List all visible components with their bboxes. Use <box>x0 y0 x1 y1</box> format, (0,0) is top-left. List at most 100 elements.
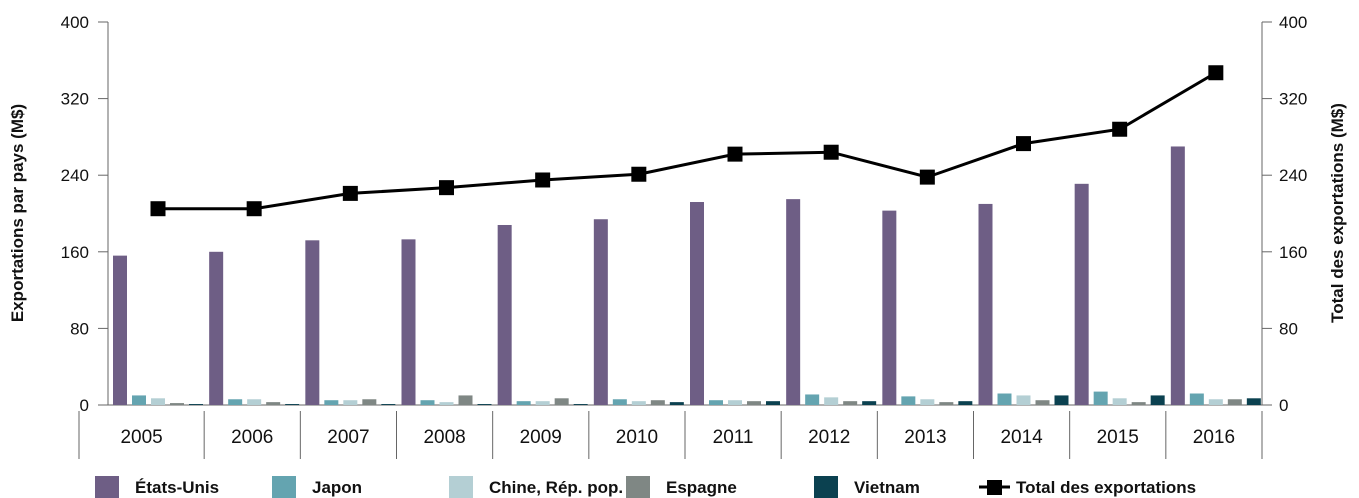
bar <box>151 398 165 405</box>
bar <box>1189 393 1204 405</box>
x-tick-label: 2006 <box>231 427 273 448</box>
bar <box>516 401 531 405</box>
x-tick-label: 2008 <box>423 427 465 448</box>
bar <box>1208 399 1223 405</box>
x-tick-label: 2005 <box>120 427 162 448</box>
total-line-layer <box>150 65 1224 217</box>
bar <box>285 404 300 405</box>
y-tick-label-right: 0 <box>1279 396 1288 415</box>
bar <box>343 400 358 405</box>
bar <box>1035 400 1050 405</box>
bar <box>535 401 550 405</box>
y-tick-label-left: 0 <box>80 396 89 415</box>
bar <box>1170 146 1185 405</box>
bar <box>1227 399 1242 405</box>
bar <box>362 399 377 405</box>
x-tick-label: 2013 <box>904 427 946 448</box>
bar <box>882 210 897 405</box>
bar <box>401 239 416 405</box>
x-tick-label: 2015 <box>1097 427 1139 448</box>
total-marker <box>439 180 454 196</box>
legend-label: Vietnam <box>854 478 920 497</box>
total-marker <box>1112 121 1128 137</box>
y-axis-title-right: Total des exportations (M$) <box>1328 103 1347 323</box>
total-marker <box>535 172 551 188</box>
bar <box>786 199 801 405</box>
bar <box>228 399 243 405</box>
y-tick-label-right: 160 <box>1279 243 1307 262</box>
legend-swatch <box>272 476 296 498</box>
bar <box>1246 398 1261 405</box>
bar <box>650 400 665 405</box>
y-tick-label-left: 240 <box>61 166 89 185</box>
bar <box>1131 402 1146 405</box>
total-marker <box>246 201 262 217</box>
bar <box>1074 183 1089 405</box>
bar <box>458 395 473 405</box>
bar <box>920 399 935 405</box>
y-tick-label-right: 400 <box>1279 13 1307 32</box>
total-marker <box>150 201 166 217</box>
bar <box>573 404 588 405</box>
x-tick-label: 2012 <box>808 427 850 448</box>
y-axis-title-left: Exportations par pays (M$) <box>8 104 27 322</box>
x-tick-label: 2011 <box>713 427 754 448</box>
bar <box>669 402 684 405</box>
bar <box>439 402 454 405</box>
y-tick-label-left: 160 <box>61 243 89 262</box>
x-tick-label: 2016 <box>1193 427 1235 448</box>
legend-label: Japon <box>312 478 362 497</box>
bar <box>978 203 993 405</box>
bar <box>209 251 224 405</box>
bar <box>901 396 916 405</box>
bar <box>247 399 262 405</box>
legend-swatch <box>814 476 838 498</box>
total-marker <box>342 185 358 201</box>
total-marker <box>919 169 935 185</box>
total-line <box>158 71 1217 211</box>
bar <box>1150 395 1165 405</box>
x-tick-label: 2010 <box>616 427 658 448</box>
y-tick-label-right: 80 <box>1279 319 1298 338</box>
bar <box>728 400 742 405</box>
bar <box>612 399 627 405</box>
bar <box>113 255 127 405</box>
bar <box>305 240 320 405</box>
bar <box>266 402 281 405</box>
bar <box>631 401 646 405</box>
total-marker <box>631 166 647 182</box>
y-tick-label-right: 320 <box>1279 90 1307 109</box>
y-tick-label-left: 320 <box>61 90 89 109</box>
bar <box>189 404 203 405</box>
bar <box>690 202 704 405</box>
legend-label: États-Unis <box>135 478 219 497</box>
bar <box>824 397 839 405</box>
legend-label: Total des exportations <box>1016 478 1196 497</box>
bar <box>1112 398 1127 405</box>
bar <box>324 400 339 405</box>
legend-label: Chine, Rép. pop. <box>489 478 623 497</box>
bar <box>843 401 858 405</box>
bar <box>593 219 608 405</box>
bar <box>477 404 492 405</box>
bars-layer <box>113 146 1261 405</box>
total-marker <box>727 146 743 162</box>
y-tick-label-right: 240 <box>1279 166 1307 185</box>
legend-label: Espagne <box>666 478 737 497</box>
bar <box>1054 395 1069 405</box>
y-tick-label-left: 400 <box>61 13 89 32</box>
x-tick-label: 2007 <box>327 427 369 448</box>
bar <box>747 401 761 405</box>
legend-swatch <box>95 476 119 498</box>
bar <box>805 394 820 405</box>
total-marker <box>823 144 839 160</box>
bar <box>939 402 954 405</box>
y-tick-label-left: 80 <box>70 319 89 338</box>
legend: États-Unis Japon Chine, Rép. pop. Espagne Vi… <box>95 476 1196 498</box>
legend-swatch <box>626 476 650 498</box>
total-marker <box>1016 136 1031 152</box>
legend-swatch <box>449 476 473 498</box>
bar <box>862 401 877 405</box>
axes-layer: 0 0 80 80 160 160 240 240 320 320 400 400 2005 2006 20… <box>61 13 1307 459</box>
